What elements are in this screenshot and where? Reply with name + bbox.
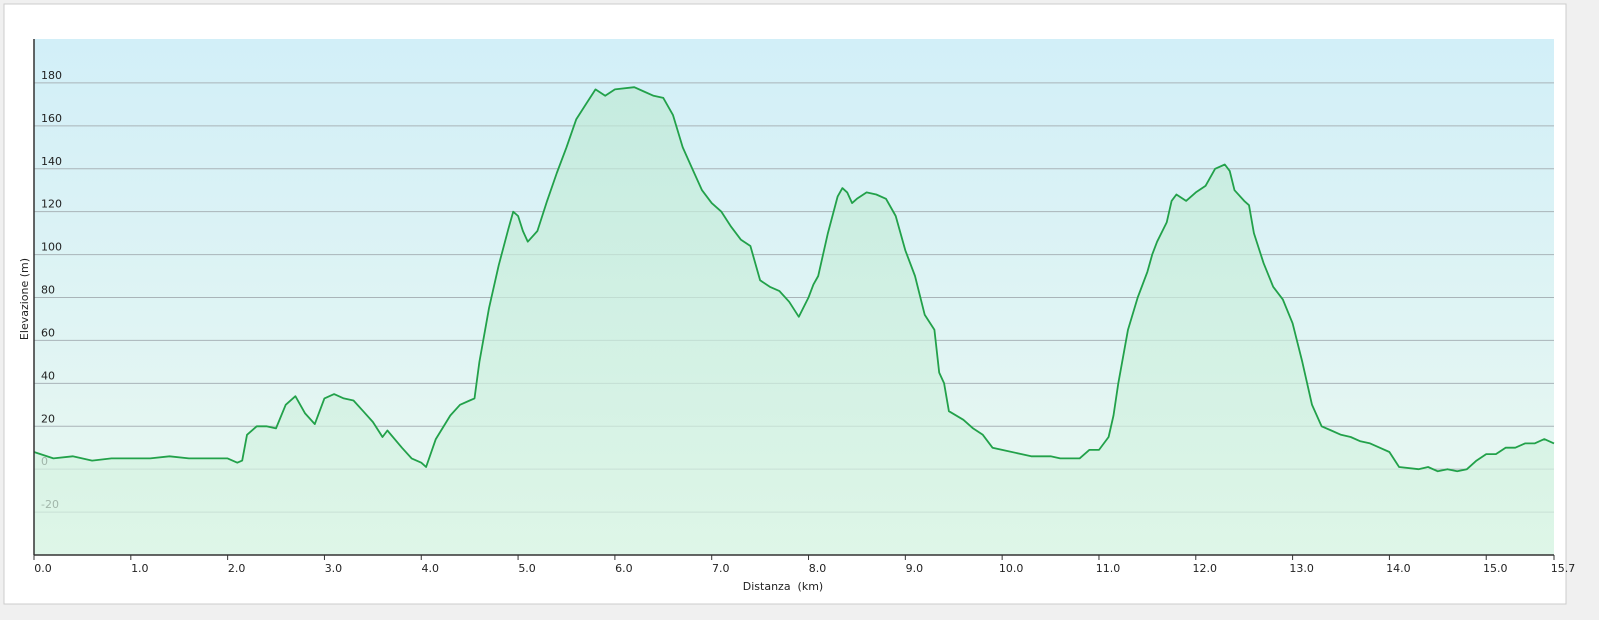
x-axis-label: Distanza (km) <box>743 580 823 593</box>
y-tick-label: 100 <box>41 241 62 254</box>
x-tick-label: 14.0 <box>1386 562 1411 575</box>
y-tick-label: 20 <box>41 412 55 425</box>
x-tick-label: 15.7 <box>1551 562 1576 575</box>
x-tick-label: 9.0 <box>906 562 924 575</box>
y-tick-label: 80 <box>41 284 55 297</box>
y-tick-label: 40 <box>41 369 55 382</box>
x-tick-label: 10.0 <box>999 562 1024 575</box>
y-axis-label: Elevazione (m) <box>18 258 31 340</box>
x-tick-label: 8.0 <box>809 562 827 575</box>
x-tick-label: 4.0 <box>422 562 440 575</box>
x-tick-label: 13.0 <box>1289 562 1314 575</box>
x-tick-label: 6.0 <box>615 562 633 575</box>
y-tick-label: 140 <box>41 155 62 168</box>
x-tick-label: 12.0 <box>1193 562 1218 575</box>
y-tick-label: 180 <box>41 69 62 82</box>
x-tick-label: 7.0 <box>712 562 730 575</box>
area-fill <box>34 87 1554 555</box>
x-tick-label: 2.0 <box>228 562 246 575</box>
x-tick-label: 1.0 <box>131 562 149 575</box>
x-tick-label: 3.0 <box>325 562 343 575</box>
x-tick-label: 15.0 <box>1483 562 1508 575</box>
x-tick-label: 11.0 <box>1096 562 1121 575</box>
y-tick-label: 160 <box>41 112 62 125</box>
elevation-line <box>33 86 1555 473</box>
x-tick-label: 0.0 <box>34 562 52 575</box>
x-tick-label: 5.0 <box>518 562 536 575</box>
y-tick-label: 60 <box>41 326 55 339</box>
y-tick-label: 120 <box>41 198 62 211</box>
